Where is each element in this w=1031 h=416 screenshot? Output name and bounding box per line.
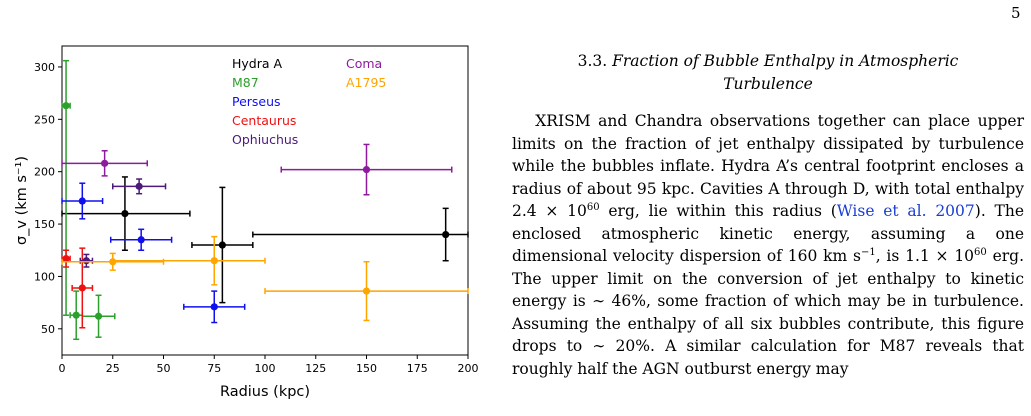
y-tick-label: 300: [34, 61, 55, 74]
legend-entry: A1795: [346, 75, 386, 90]
data-point: [210, 303, 218, 311]
paragraph-part-2: erg, lie within this radius (: [599, 202, 837, 220]
exponent-2: −1: [860, 246, 876, 258]
citation-link[interactable]: Wise et al. 2007: [836, 202, 975, 220]
x-tick-label: 150: [356, 362, 377, 375]
data-point: [101, 159, 109, 167]
y-tick-label: 200: [34, 166, 55, 179]
data-point: [62, 102, 70, 110]
velocity-dispersion-plot: 0 25 50 75 100 125 150 175 200 50 100 150 200 250 300 R…: [0, 38, 500, 408]
series-perseus: [61, 182, 246, 324]
x-tick-label: 200: [458, 362, 479, 375]
paragraph-part-3: ). The enclosed atmospheric kinetic ener…: [512, 202, 1024, 265]
section-title-line2: Turbulence: [723, 75, 813, 93]
x-tick-label: 100: [255, 362, 276, 375]
plot-frame: [61, 45, 469, 356]
x-tick-label: 50: [157, 362, 171, 375]
paragraph-part-4: , is 1.1 × 10: [875, 247, 975, 265]
series-ophiuchus: [79, 178, 167, 268]
body-paragraph: XRISM and Chandra observations together …: [512, 110, 1024, 380]
series-coma: [61, 143, 453, 196]
legend: Hydra A Coma M87 A1795 Perseus Centaurus Ophiu…: [232, 56, 386, 147]
data-point: [121, 209, 129, 218]
data-point: [94, 312, 103, 320]
data-point: [72, 311, 80, 319]
paragraph-part-1: XRISM and Chandra observations together …: [512, 112, 1024, 220]
section-number: 3.3.: [577, 52, 608, 70]
data-point: [82, 257, 90, 265]
x-tick-label: 75: [207, 362, 221, 375]
data-point: [78, 284, 86, 292]
y-tick-label: 100: [34, 270, 55, 283]
data-point: [210, 257, 218, 265]
y-tick-label: 250: [34, 113, 55, 126]
x-tick-label: 175: [407, 362, 428, 375]
data-point: [62, 255, 70, 263]
y-axis-label: σ_v (km s⁻¹): [14, 156, 30, 245]
legend-entry: M87: [232, 75, 259, 90]
x-axis-label: Radius (kpc): [220, 384, 310, 400]
data-point: [442, 230, 450, 239]
exponent-1: 60: [586, 201, 600, 213]
legend-entry: Perseus: [232, 94, 281, 109]
y-tick-label: 50: [41, 323, 55, 336]
data-point: [218, 241, 226, 249]
x-tick-label: 0: [59, 362, 66, 375]
series-hydra-a: [61, 176, 469, 304]
data-point: [362, 287, 371, 295]
data-point: [135, 182, 143, 190]
x-tick-label: 125: [305, 362, 326, 375]
legend-entry: Coma: [346, 56, 382, 71]
section-heading: 3.3. Fraction of Bubble Enthalpy in Atmo…: [512, 50, 1024, 96]
legend-entry: Hydra A: [232, 56, 283, 71]
data-point: [362, 166, 371, 174]
series-a1795: [61, 235, 469, 322]
x-tick-label: 25: [106, 362, 120, 375]
data-point: [78, 197, 86, 205]
paragraph-part-5: erg. The upper limit on the conversion o…: [512, 247, 1024, 378]
chart-svg: 0 25 50 75 100 125 150 175 200 50 100 150 200 250 300 R…: [14, 45, 479, 400]
legend-entry: Centaurus: [232, 113, 296, 128]
exponent-3: 60: [974, 246, 987, 258]
legend-entry: Ophiuchus: [232, 132, 298, 147]
data-point: [137, 236, 145, 244]
text-column: 3.3. Fraction of Bubble Enthalpy in Atmo…: [512, 50, 1024, 380]
y-tick-label: 150: [34, 218, 55, 231]
series-m87: [61, 59, 116, 341]
page-number: 5: [1011, 4, 1021, 22]
section-title-line1: Fraction of Bubble Enthalpy in Atmospher…: [612, 52, 959, 70]
